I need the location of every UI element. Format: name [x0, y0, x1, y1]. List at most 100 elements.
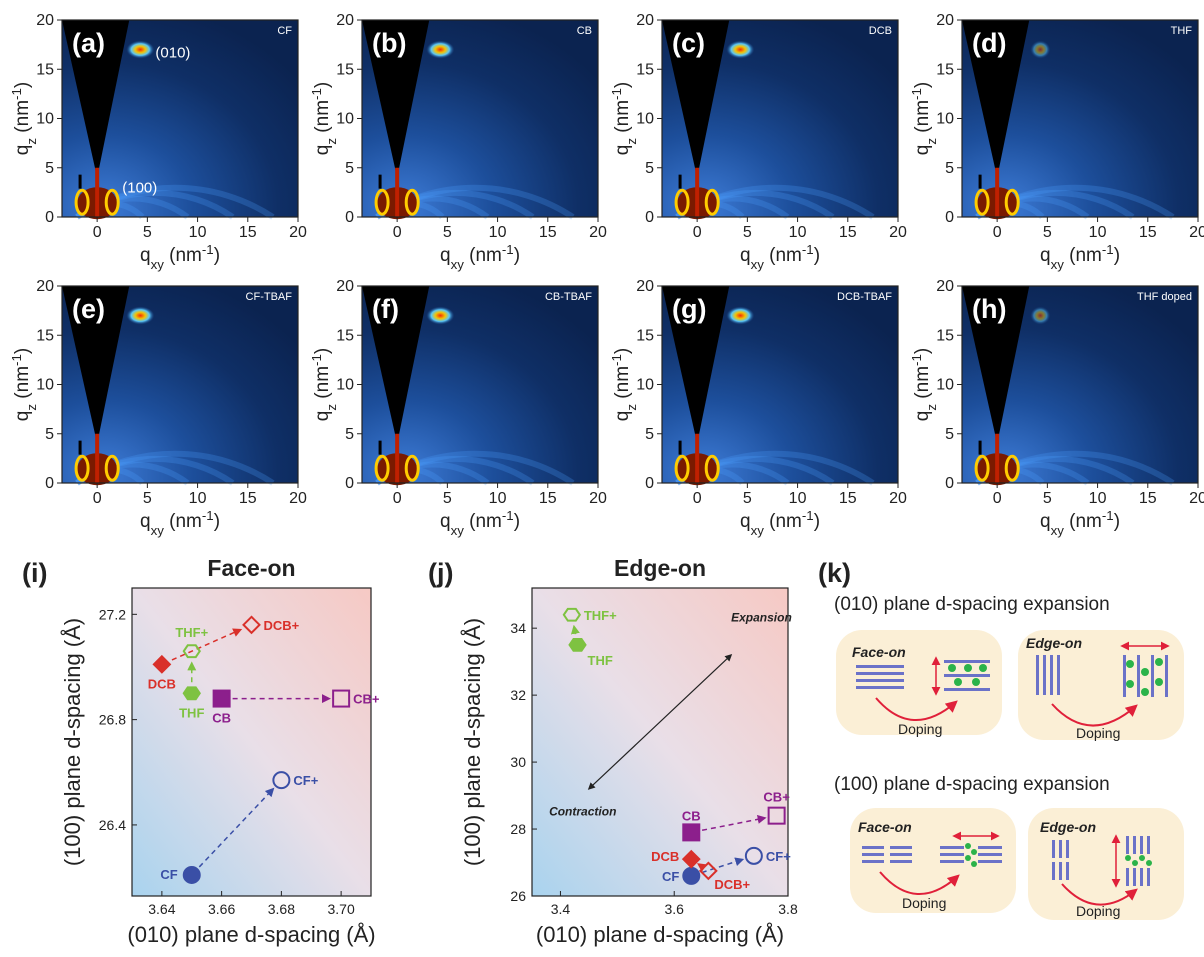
y-tick-label: 5: [645, 426, 654, 443]
x-tick-label: 3.68: [268, 901, 295, 917]
face-on-100-after: [940, 831, 1002, 867]
missing-wedge: [62, 286, 130, 444]
peak-010: [426, 40, 455, 59]
x-tick-label: 5: [1043, 490, 1052, 507]
y-tick-label: 10: [936, 111, 954, 128]
y-axis-label-close: ): [912, 348, 933, 354]
x-axis-label: qxy (nm-1): [440, 508, 520, 538]
point-label-cf: CF: [160, 867, 177, 882]
y-axis-label-unit: (nm: [12, 366, 33, 404]
y-tick-label: 20: [936, 12, 954, 29]
x-axis-label-sup: -1: [1102, 508, 1114, 523]
y-tick-label: 15: [936, 327, 954, 344]
x-axis-label-unit: (nm: [764, 511, 802, 532]
y-tick-label: 26: [510, 888, 526, 904]
y-axis-label-main: q: [312, 411, 333, 422]
point-thf: [568, 638, 587, 652]
y-axis-label-unit: (nm: [312, 100, 333, 138]
peak-100-left: [374, 188, 390, 216]
panel-tag: DCB-TBAF: [837, 291, 892, 303]
x-tick-label: 15: [839, 224, 857, 241]
face-on-100-before: [862, 846, 912, 863]
y-axis-label-unit: (nm: [312, 366, 333, 404]
y-axis-label-sub: z: [324, 138, 339, 145]
y-tick-label: 15: [636, 61, 654, 78]
y-axis-label-unit: (nm: [912, 366, 933, 404]
x-axis-label-close: ): [1114, 511, 1120, 532]
x-axis-label-main: q: [140, 245, 151, 266]
point-label-cb-doped: CB+: [763, 790, 790, 805]
panel-tag: THF: [1171, 25, 1193, 37]
y-tick-label: 20: [36, 12, 54, 29]
x-tick-label: 10: [789, 224, 807, 241]
y-axis-label-sup: -1: [609, 88, 624, 100]
x-axis-label-sub: xy: [451, 257, 465, 272]
point-label-cf-doped: CF+: [293, 773, 318, 788]
x-axis-label-main: q: [1040, 511, 1051, 532]
x-tick-label: 5: [1043, 224, 1052, 241]
panel-letter: (f): [372, 294, 399, 324]
doping-arrow-dcb: [696, 863, 707, 872]
box-100-face-on: Face-on Doping: [850, 808, 1016, 913]
peak-100-right: [104, 454, 120, 482]
y-tick-label: 0: [345, 209, 354, 226]
x-tick-label: 20: [589, 490, 607, 507]
y-axis-label-main: q: [612, 145, 633, 156]
y-tick-label: 15: [336, 327, 354, 344]
x-tick-label: 15: [839, 490, 857, 507]
y-tick-label: 0: [45, 209, 54, 226]
y-tick-label: 10: [36, 377, 54, 394]
x-tick-label: 20: [589, 224, 607, 241]
point-cf: [682, 866, 701, 885]
beam-stop: [678, 174, 682, 189]
panel-letter: (h): [972, 294, 1006, 324]
peak-100-left: [974, 188, 990, 216]
beam-stop: [78, 174, 82, 189]
missing-wedge: [362, 286, 430, 444]
x-axis-label-close: ): [514, 511, 520, 532]
y-tick-label: 5: [345, 160, 354, 177]
y-axis-label: qz (nm-1): [9, 82, 39, 155]
doping-label-100-edge: Doping: [1076, 903, 1120, 919]
peak-010: [726, 306, 755, 325]
x-tick-label: 20: [289, 490, 307, 507]
y-tick-label: 15: [36, 327, 54, 344]
y-tick-label: 20: [936, 278, 954, 295]
x-axis-label-main: q: [140, 511, 151, 532]
beam-streak: [395, 433, 400, 483]
x-axis-label-main: q: [440, 511, 451, 532]
x-tick-label: 0: [693, 490, 702, 507]
face-on-stack-after: [931, 656, 990, 696]
edge-on-stack-before: [1036, 655, 1060, 695]
x-tick-label: 15: [239, 224, 257, 241]
x-axis-label: qxy (nm-1): [140, 242, 220, 272]
y-axis-label-sup: -1: [609, 354, 624, 366]
point-label-thf: THF: [179, 705, 204, 720]
x-axis-label: qxy (nm-1): [740, 508, 820, 538]
doping-arrow-010-edge: [1051, 703, 1138, 727]
x-tick-label: 5: [143, 224, 152, 241]
y-axis-label-sup: -1: [309, 88, 324, 100]
chart-title: Edge-on: [614, 555, 706, 581]
x-axis-label-close: ): [1114, 245, 1120, 266]
scatter-panel-edge-on: (j) Edge-on 3.4 3.6 3.8 26 28 30 32 34 (010) plane…: [428, 555, 798, 947]
chart-title: Face-on: [207, 555, 295, 581]
face-on-stack-before: [856, 665, 904, 689]
peak-010: [126, 306, 155, 325]
beam-streak: [695, 167, 700, 217]
peak-100-right: [1004, 454, 1020, 482]
y-axis-label-close: ): [912, 82, 933, 88]
y-axis-label-main: q: [312, 145, 333, 156]
point-label-dcb: DCB: [148, 676, 176, 691]
y-tick-label: 5: [945, 426, 954, 443]
x-axis-label-main: q: [740, 245, 751, 266]
y-tick-label: 0: [45, 475, 54, 492]
y-tick-label: 26.4: [99, 817, 126, 833]
x-tick-label: 3.4: [551, 901, 571, 917]
y-tick-label: 10: [636, 111, 654, 128]
doping-arrow-100-face: [879, 871, 960, 896]
x-axis-label-close: ): [214, 511, 220, 532]
